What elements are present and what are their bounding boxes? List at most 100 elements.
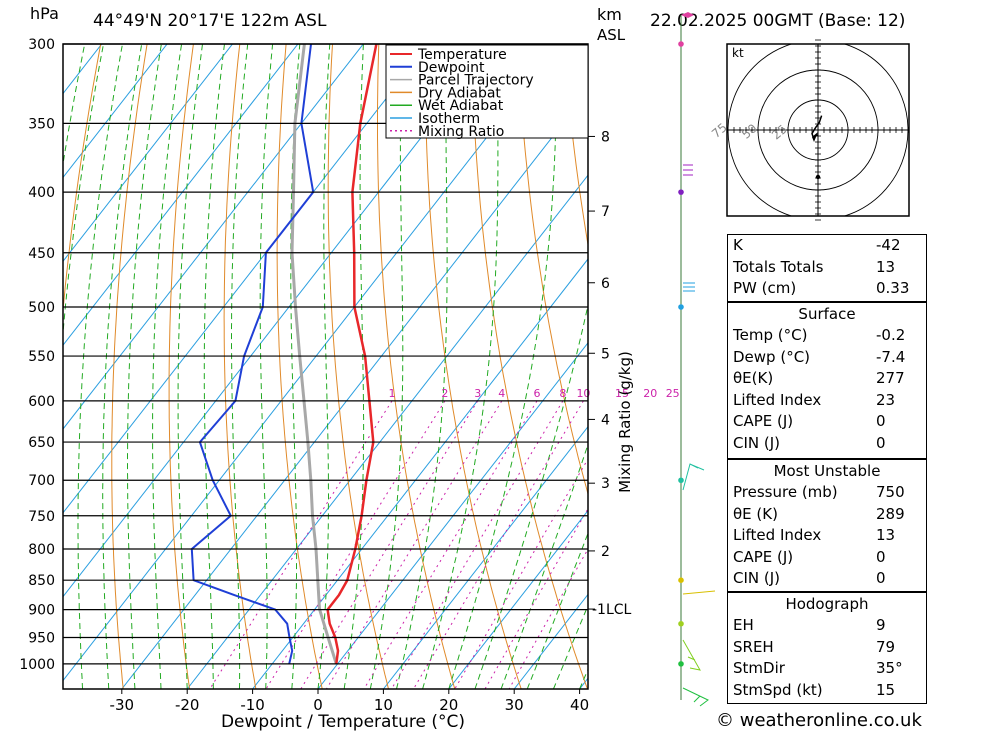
sreh-label: SREH bbox=[733, 637, 774, 656]
dry-adiabat-line bbox=[111, 44, 148, 689]
wind-barb-icon bbox=[682, 463, 705, 491]
location-title: 44°49'N 20°17'E 122m ASL bbox=[93, 11, 327, 31]
isotherm-line bbox=[448, 509, 588, 689]
surface-lifted-label: Lifted Index bbox=[733, 390, 822, 409]
wet-adiabat-line bbox=[552, 604, 588, 689]
surface-title: Surface bbox=[798, 305, 856, 323]
wet-adiabat-line bbox=[369, 44, 404, 689]
wet-adiabat-line bbox=[290, 44, 301, 689]
mixing-ratio-label: 8 bbox=[559, 387, 566, 400]
pressure-tick-label: 850 bbox=[28, 573, 55, 589]
km-tick-label: -1LCL bbox=[592, 602, 632, 618]
most-unstable-title: Most Unstable bbox=[773, 462, 881, 480]
wet-adiabat-line bbox=[77, 44, 124, 689]
pressure-tick-label: 500 bbox=[28, 300, 55, 316]
wet-adiabat-line bbox=[500, 442, 588, 689]
mu-lifted-label: Lifted Index bbox=[733, 526, 822, 544]
surface-cape-row: CAPE (J) 0 bbox=[728, 411, 926, 433]
wet-adiabat-line bbox=[127, 44, 162, 689]
credit-link[interactable]: © weatheronline.co.uk bbox=[716, 710, 922, 731]
eh-row: EH 9 bbox=[728, 615, 926, 637]
surface-cin-value: 0 bbox=[876, 433, 886, 452]
wind-barb-icon bbox=[682, 687, 709, 707]
surface-cin-label: CIN (J) bbox=[733, 433, 781, 452]
wet-adiabat-line bbox=[152, 44, 183, 689]
pressure-tick-label: 350 bbox=[28, 116, 55, 132]
pressure-tick-label: 550 bbox=[28, 349, 55, 365]
mixing-ratio-label: 15 bbox=[615, 387, 629, 400]
k-index-label: K bbox=[733, 236, 743, 254]
pressure-tick-label: 950 bbox=[28, 630, 55, 646]
wet-adiabat-line bbox=[474, 302, 588, 689]
isotherm-line bbox=[186, 174, 588, 689]
temp-tick-label: 10 bbox=[374, 696, 393, 714]
surface-temp-label: Temp (°C) bbox=[733, 326, 808, 344]
hodograph-unit-label: kt bbox=[732, 46, 744, 60]
temp-tick-label: -10 bbox=[240, 696, 265, 714]
pw-value: 0.33 bbox=[876, 279, 910, 297]
legend-entry: Dewpoint bbox=[418, 60, 485, 76]
mixing-ratio-line bbox=[209, 400, 393, 689]
isotherm-line bbox=[63, 44, 364, 430]
sreh-row: SREH 79 bbox=[728, 637, 926, 659]
pressure-tick-label: 400 bbox=[28, 185, 55, 201]
pressure-tick-label: 650 bbox=[28, 435, 55, 451]
km-tick-label: 8 bbox=[601, 129, 610, 145]
surface-thetae-value: 277 bbox=[876, 369, 905, 387]
wet-adiabat-line bbox=[448, 44, 558, 689]
pressure-tick-label: 700 bbox=[28, 473, 55, 489]
wind-level-dot bbox=[678, 577, 684, 584]
eh-label: EH bbox=[733, 616, 754, 634]
wet-adiabat-line bbox=[102, 44, 143, 689]
wet-adiabat-line bbox=[63, 44, 105, 339]
legend-box bbox=[385, 44, 589, 139]
stmspd-value: 15 bbox=[876, 680, 896, 699]
temp-tick-label: 30 bbox=[505, 696, 524, 714]
stmdir-row: StmDir 35° bbox=[728, 658, 926, 680]
wind-level-dot bbox=[678, 41, 684, 47]
wind-barb-icon bbox=[682, 590, 716, 595]
dewpoint-line bbox=[190, 44, 315, 665]
mu-thetae-label: θE (K) bbox=[733, 504, 778, 523]
mu-lifted-row: Lifted Index 13 bbox=[728, 525, 926, 547]
surface-temp-value: -0.2 bbox=[876, 326, 906, 344]
isotherm-line bbox=[317, 342, 588, 689]
mu-thetae-row: θE (K) 289 bbox=[728, 504, 926, 526]
legend-entry: Parcel Trajectory bbox=[418, 73, 534, 89]
wind-barb-icon bbox=[682, 639, 701, 671]
pressure-tick-label: 750 bbox=[28, 509, 55, 525]
plot-frame bbox=[62, 43, 589, 690]
most-unstable-table: Most Unstable Pressure (mb) 750 θE (K) 289… bbox=[727, 459, 927, 592]
km-tick-label: 2 bbox=[601, 544, 610, 560]
dry-adiabat-line bbox=[517, 44, 588, 496]
wind-barb-icon bbox=[683, 164, 693, 176]
wet-adiabat-line bbox=[526, 531, 588, 689]
dry-adiabat-line bbox=[327, 44, 390, 689]
mixing-ratio-line bbox=[363, 400, 538, 689]
isotherm-line bbox=[121, 90, 588, 689]
stmspd-label: StmSpd (kt) bbox=[733, 680, 823, 699]
isotherm-line bbox=[63, 44, 299, 346]
hpa-label: hPa bbox=[30, 4, 59, 23]
mixing-ratio-label: 4 bbox=[498, 387, 505, 400]
surface-table: Surface Temp (°C) -0.2 Dewp (°C) -7.4 θE(K… bbox=[727, 302, 927, 459]
wind-level-dot bbox=[678, 661, 684, 667]
mixing-ratio-label: 2 bbox=[441, 387, 448, 400]
pressure-tick-label: 300 bbox=[28, 37, 55, 53]
mu-pressure-row: Pressure (mb) 750 bbox=[728, 482, 926, 504]
datetime-title: 22.02.2025 00GMT (Base: 12) bbox=[650, 11, 906, 31]
storm-motion-arrow-icon bbox=[812, 132, 818, 142]
km-tick-label: 4 bbox=[601, 412, 610, 428]
dry-adiabat-line bbox=[377, 44, 456, 689]
mu-cin-label: CIN (J) bbox=[733, 569, 781, 587]
dry-adiabat-line bbox=[276, 44, 323, 689]
mixing-ratio-line bbox=[265, 400, 446, 689]
k-index-value: -42 bbox=[876, 236, 901, 254]
mixing-ratio-axis-label: Mixing Ratio (g/kg) bbox=[616, 351, 634, 493]
temperature-line bbox=[326, 44, 378, 665]
surface-temp-row: Temp (°C) -0.2 bbox=[728, 325, 926, 347]
km-tick-label: 6 bbox=[601, 276, 610, 292]
surface-dewp-value: -7.4 bbox=[876, 347, 906, 366]
temp-tick-label: 40 bbox=[570, 696, 589, 714]
storm-motion-dot bbox=[815, 174, 821, 180]
